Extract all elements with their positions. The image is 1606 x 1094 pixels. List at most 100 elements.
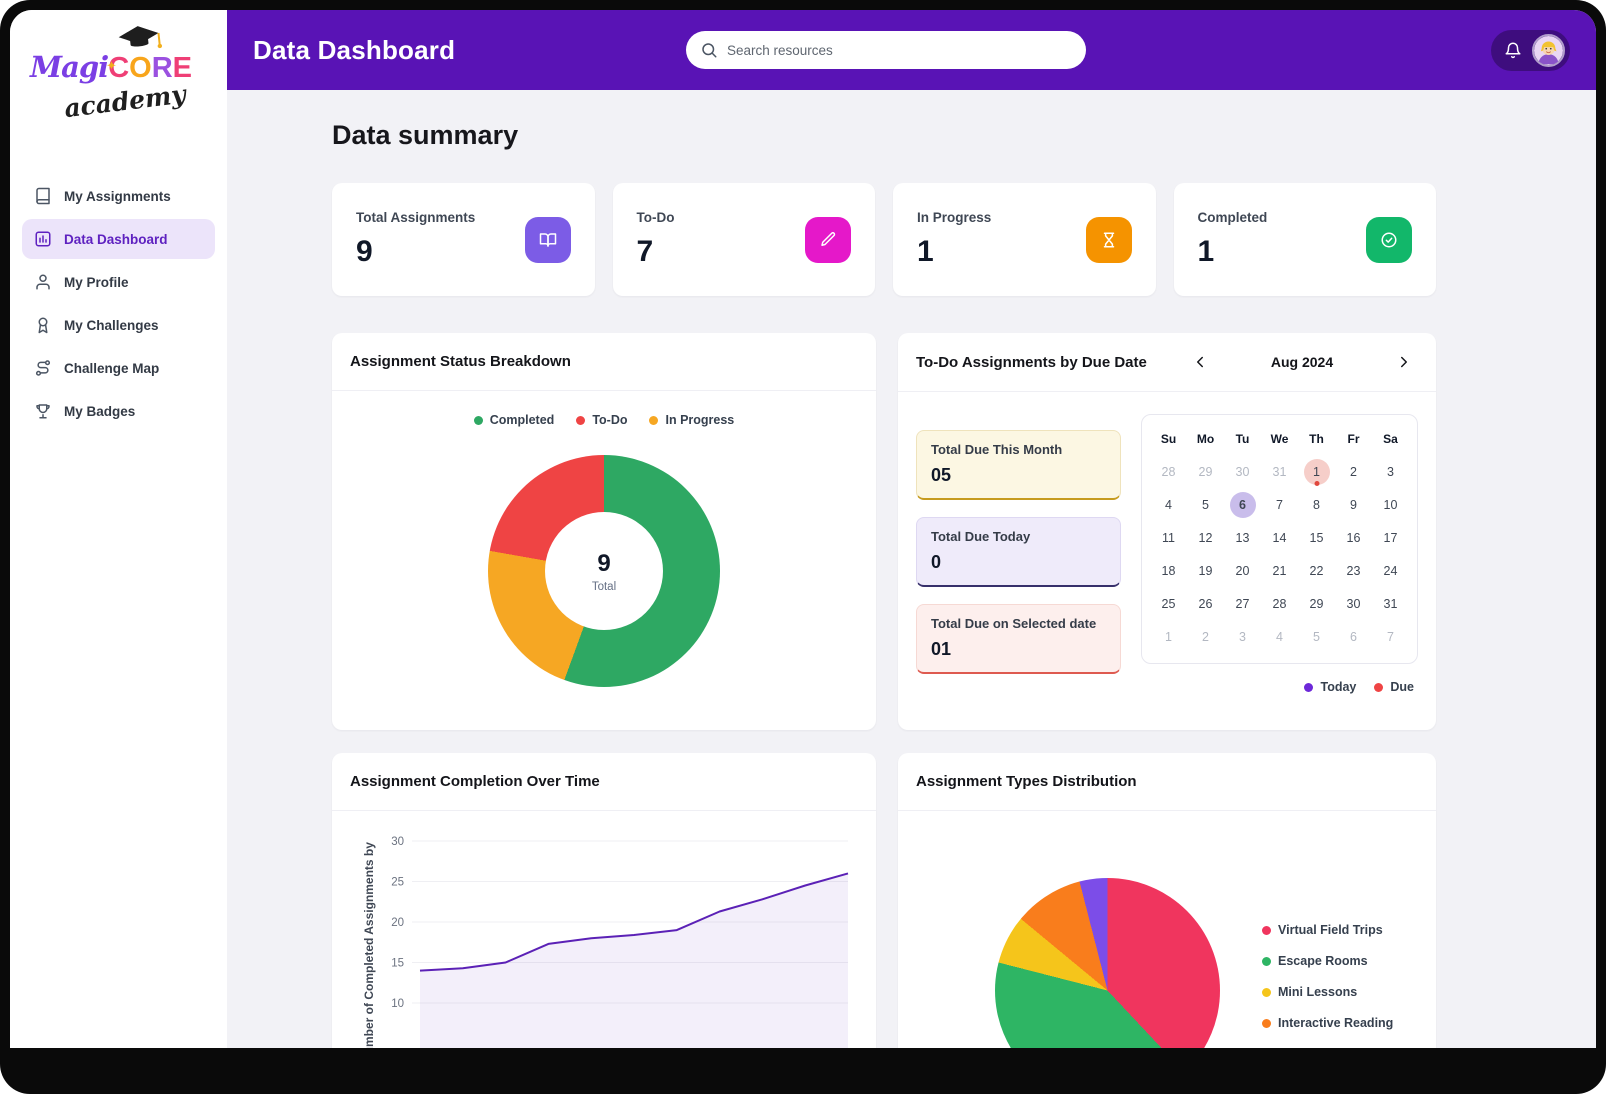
calendar-day-3[interactable]: 3 xyxy=(1387,464,1394,479)
notifications-button[interactable] xyxy=(1504,41,1522,59)
calendar-day-24[interactable]: 24 xyxy=(1383,563,1398,578)
calendar-weekday-th: Th xyxy=(1309,432,1324,446)
calendar-day-16[interactable]: 16 xyxy=(1346,530,1361,545)
search-box[interactable] xyxy=(686,31,1086,69)
calendar-day-1[interactable]: 1 xyxy=(1298,457,1335,486)
calendar-day-28-adjacent[interactable]: 28 xyxy=(1161,464,1176,479)
calendar-day-29[interactable]: 29 xyxy=(1309,596,1324,611)
ribbon-icon xyxy=(38,317,48,334)
calendar-day-13[interactable]: 13 xyxy=(1235,530,1250,545)
completion-line-chart: 30 25 20 15 10 xyxy=(391,836,849,1048)
calendar-day-30[interactable]: 30 xyxy=(1346,596,1361,611)
calendar-day-9[interactable]: 9 xyxy=(1350,497,1357,512)
calendar-day-5[interactable]: 5 xyxy=(1202,497,1209,512)
todo-panel-title: To-Do Assignments by Due Date xyxy=(916,353,1147,371)
calendar-prev-button[interactable] xyxy=(1186,348,1214,376)
avatar[interactable] xyxy=(1532,33,1565,67)
calendar-day-2[interactable]: 2 xyxy=(1350,464,1357,479)
calendar-day-11[interactable]: 11 xyxy=(1162,530,1175,545)
chev-left-icon xyxy=(1197,356,1203,368)
due-box-value: 01 xyxy=(931,639,952,659)
sidebar-item-challenge-map[interactable]: Challenge Map xyxy=(22,348,215,388)
completion-over-time-panel: Assignment Completion Over Time Number o… xyxy=(332,753,876,1048)
calendar-day-19[interactable]: 19 xyxy=(1198,563,1213,578)
stat-value: 9 xyxy=(356,235,373,268)
brand-letter: C xyxy=(108,52,130,84)
sidebar-item-my-badges[interactable]: My Badges xyxy=(22,391,215,431)
calendar-day-6[interactable]: 6 xyxy=(1224,490,1261,519)
calendar-day-12[interactable]: 12 xyxy=(1198,530,1213,545)
calendar-day-28[interactable]: 28 xyxy=(1272,596,1287,611)
topbar-actions xyxy=(1491,29,1570,71)
due-box-label: Total Due Today xyxy=(931,529,1031,544)
stat-info: To-Do 7 xyxy=(637,210,675,269)
calendar-day-25[interactable]: 25 xyxy=(1161,596,1176,611)
stat-card-total-assignments: Total Assignments 9 xyxy=(332,183,595,296)
calendar-next-button[interactable] xyxy=(1390,348,1418,376)
calendar-day-2-adjacent[interactable]: 2 xyxy=(1202,629,1209,644)
brand-wordmark: MagiCORE xyxy=(30,50,211,85)
chev-right-icon xyxy=(1401,356,1407,368)
calendar-day-4[interactable]: 4 xyxy=(1165,497,1172,512)
page-title: Data summary xyxy=(332,120,519,150)
calendar-day-20[interactable]: 20 xyxy=(1235,563,1250,578)
sidebar-item-my-profile[interactable]: My Profile xyxy=(22,262,215,302)
calendar-day-7[interactable]: 7 xyxy=(1276,497,1283,512)
calendar-day-7-adjacent[interactable]: 7 xyxy=(1387,629,1394,644)
calendar-weekday-tu: Tu xyxy=(1235,432,1250,446)
search-icon xyxy=(702,43,717,58)
calendar-day-4-adjacent[interactable]: 4 xyxy=(1276,629,1283,644)
sidebar-item-label: My Badges xyxy=(64,403,136,419)
calendar-day-14[interactable]: 14 xyxy=(1272,530,1287,545)
search-input[interactable] xyxy=(727,42,1072,58)
due-box-value: 05 xyxy=(931,465,952,485)
calendar-day-1-adjacent[interactable]: 1 xyxy=(1165,629,1172,644)
stat-icon-badge xyxy=(805,216,851,263)
calendar-day-27[interactable]: 27 xyxy=(1235,596,1250,611)
calendar-day-30-adjacent[interactable]: 30 xyxy=(1235,464,1250,479)
todo-panel-body: Total Due This Month 05 Total Due Today 0… xyxy=(898,392,1436,716)
calendar-day-26[interactable]: 26 xyxy=(1198,596,1213,611)
calendar-day-18[interactable]: 18 xyxy=(1161,563,1176,578)
sidebar-item-data-dashboard[interactable]: Data Dashboard xyxy=(22,219,215,259)
stat-label: To-Do xyxy=(636,210,675,225)
brand-letter: O xyxy=(129,52,152,84)
calendar-day-21[interactable]: 21 xyxy=(1272,563,1287,578)
calendar-day-5-adjacent[interactable]: 5 xyxy=(1313,629,1320,644)
avatar-image xyxy=(1534,35,1563,65)
trophy-icon xyxy=(36,404,50,419)
hourglass-icon xyxy=(1103,232,1114,247)
app-title: Data Dashboard xyxy=(253,34,456,65)
calendar-day-10[interactable]: 10 xyxy=(1383,497,1398,512)
sidebar-item-my-assignments[interactable]: My Assignments xyxy=(22,176,215,216)
sidebar-item-my-challenges[interactable]: My Challenges xyxy=(22,305,215,345)
donut-total-label: Total xyxy=(591,580,617,593)
line-chart-y-axis-label: Number of Completed Assignments by xyxy=(362,842,376,1048)
calendar-day-17[interactable]: 17 xyxy=(1383,530,1398,545)
svg-text:15: 15 xyxy=(391,958,404,970)
calendar-day-22[interactable]: 22 xyxy=(1309,563,1324,578)
brand-academy: academy xyxy=(62,79,188,124)
chevron-right-wrap xyxy=(1395,353,1413,371)
types-panel-title: Assignment Types Distribution xyxy=(898,753,1436,811)
calendar-grid: Su Mo Tu We Th Fr Sa 28 29 30 31 1 2 3 4 5 6 7 8 9 10 11 12 13 1… xyxy=(1150,427,1409,651)
calendar-day-3-adjacent[interactable]: 3 xyxy=(1239,629,1246,644)
calendar-day-29-adjacent[interactable]: 29 xyxy=(1198,464,1213,479)
calendar-day-31[interactable]: 31 xyxy=(1383,596,1398,611)
stat-label: Completed xyxy=(1197,210,1268,225)
stat-card-in-progress: In Progress 1 xyxy=(893,183,1156,296)
brand-letter: R xyxy=(151,52,173,84)
types-legend: Virtual Field Trips Escape Rooms Mini Less… xyxy=(1262,923,1393,1048)
main-column: Data Dashboard xyxy=(227,10,1596,1048)
calendar-day-6-adjacent[interactable]: 6 xyxy=(1350,629,1357,644)
status-legend-item-in-progress: In Progress xyxy=(649,413,734,427)
calendar-day-31-adjacent[interactable]: 31 xyxy=(1272,464,1287,479)
calendar-day-8[interactable]: 8 xyxy=(1313,497,1320,512)
donut-total-value: 9 xyxy=(597,549,611,577)
stat-label: In Progress xyxy=(917,210,992,225)
calendar-day-23[interactable]: 23 xyxy=(1346,563,1361,578)
types-legend-item-design-challenges: Design Challenges xyxy=(1262,1047,1393,1048)
svg-text:30: 30 xyxy=(391,836,404,848)
calendar-day-15[interactable]: 15 xyxy=(1309,530,1324,545)
types-legend-item-virtual-field-trips: Virtual Field Trips xyxy=(1262,923,1393,937)
